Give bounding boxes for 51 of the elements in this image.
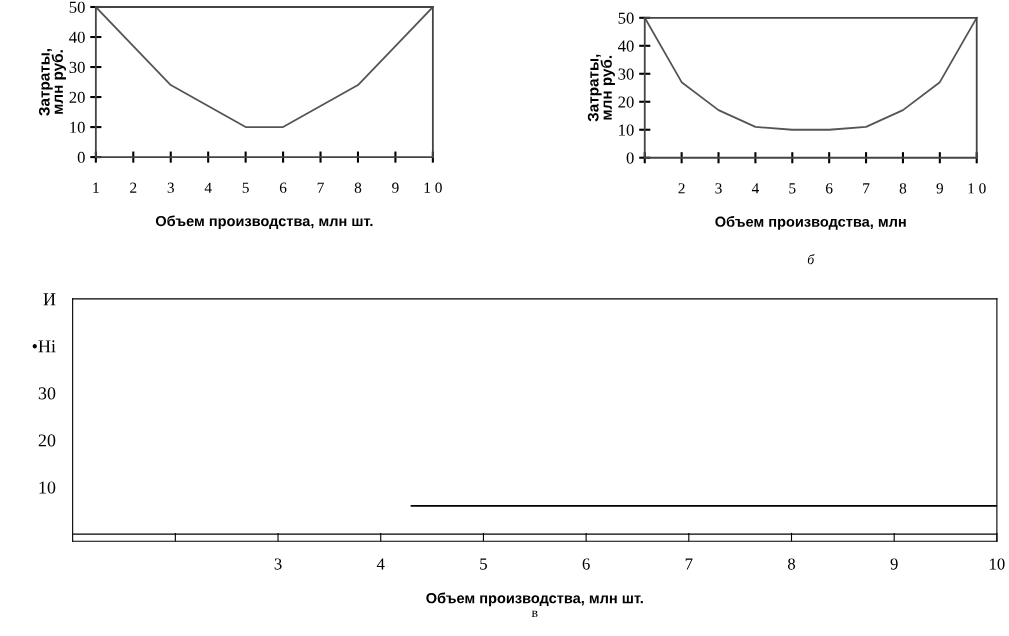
text: в bbox=[531, 610, 538, 618]
y-tick-label: 40 bbox=[69, 31, 85, 43]
y-axis-title: Затраты, млн руб. bbox=[38, 48, 66, 116]
x-tick-label: 3 bbox=[715, 183, 722, 194]
x-tick-label: 9 bbox=[890, 558, 898, 570]
x-tick-label: 7 bbox=[685, 558, 693, 570]
x-tick-label: 1 0 bbox=[424, 182, 442, 193]
x-tick-label: 8 bbox=[354, 182, 362, 193]
y-tick-label: 10 bbox=[70, 121, 85, 134]
x-tick-label: 4 bbox=[376, 558, 385, 570]
y-tick-label: 30 bbox=[38, 387, 56, 400]
x-tick-label: 9 bbox=[936, 183, 944, 194]
x-tick-label: 10 bbox=[990, 558, 1005, 570]
x-tick-label: 8 bbox=[899, 183, 907, 194]
x-tick-label: 8 bbox=[787, 558, 796, 570]
y-tick-label: 40 bbox=[617, 40, 634, 52]
x-tick-label: 5 bbox=[480, 558, 487, 570]
x-tick-label: 1 bbox=[93, 182, 99, 193]
x-axis-title: Объем производства, млн bbox=[715, 216, 906, 230]
x-tick-label: 2 bbox=[130, 182, 137, 193]
y-tick-label: 20 bbox=[38, 434, 56, 447]
x-tick-label: 5 bbox=[242, 182, 249, 193]
y-tick-label: И bbox=[43, 293, 56, 306]
x-tick-label: 9 bbox=[392, 182, 399, 193]
y-tick-label: 30 bbox=[618, 68, 634, 80]
y-tick-label: 50 bbox=[618, 12, 634, 24]
text: б bbox=[807, 254, 815, 265]
x-tick-label: 2 bbox=[678, 183, 685, 194]
x-tick-label: 7 bbox=[317, 182, 324, 193]
x-tick-label: 6 bbox=[826, 183, 833, 194]
y-tick-label: 10 bbox=[39, 481, 56, 494]
x-tick-label: 6 bbox=[582, 558, 590, 570]
x-tick-label: 1 0 bbox=[968, 183, 986, 194]
x-tick-label: 6 bbox=[279, 182, 287, 193]
y-axis-title: Затраты, млн руб. bbox=[587, 54, 615, 122]
x-tick-label: 4 bbox=[751, 183, 759, 194]
y-tick-label: •Hi bbox=[32, 340, 56, 353]
x-tick-label: 3 bbox=[274, 558, 282, 570]
y-tick-label: 30 bbox=[69, 61, 85, 73]
y-tick-label: 20 bbox=[618, 96, 634, 108]
x-axis-title: Объем производства, млн шт. bbox=[155, 215, 373, 230]
y-tick-label: 0 bbox=[626, 152, 634, 164]
x-tick-label: 5 bbox=[789, 183, 796, 194]
y-tick-label: 10 bbox=[619, 124, 634, 136]
x-tick-label: 4 bbox=[204, 182, 212, 193]
x-tick-label: 7 bbox=[863, 183, 870, 194]
x-tick-label: 3 bbox=[167, 182, 174, 193]
y-tick-label: 50 bbox=[69, 1, 85, 13]
y-tick-label: 20 bbox=[69, 91, 85, 103]
y-tick-label: 0 bbox=[77, 151, 85, 164]
x-axis-title: Объем производства, млн шт. bbox=[426, 592, 643, 607]
